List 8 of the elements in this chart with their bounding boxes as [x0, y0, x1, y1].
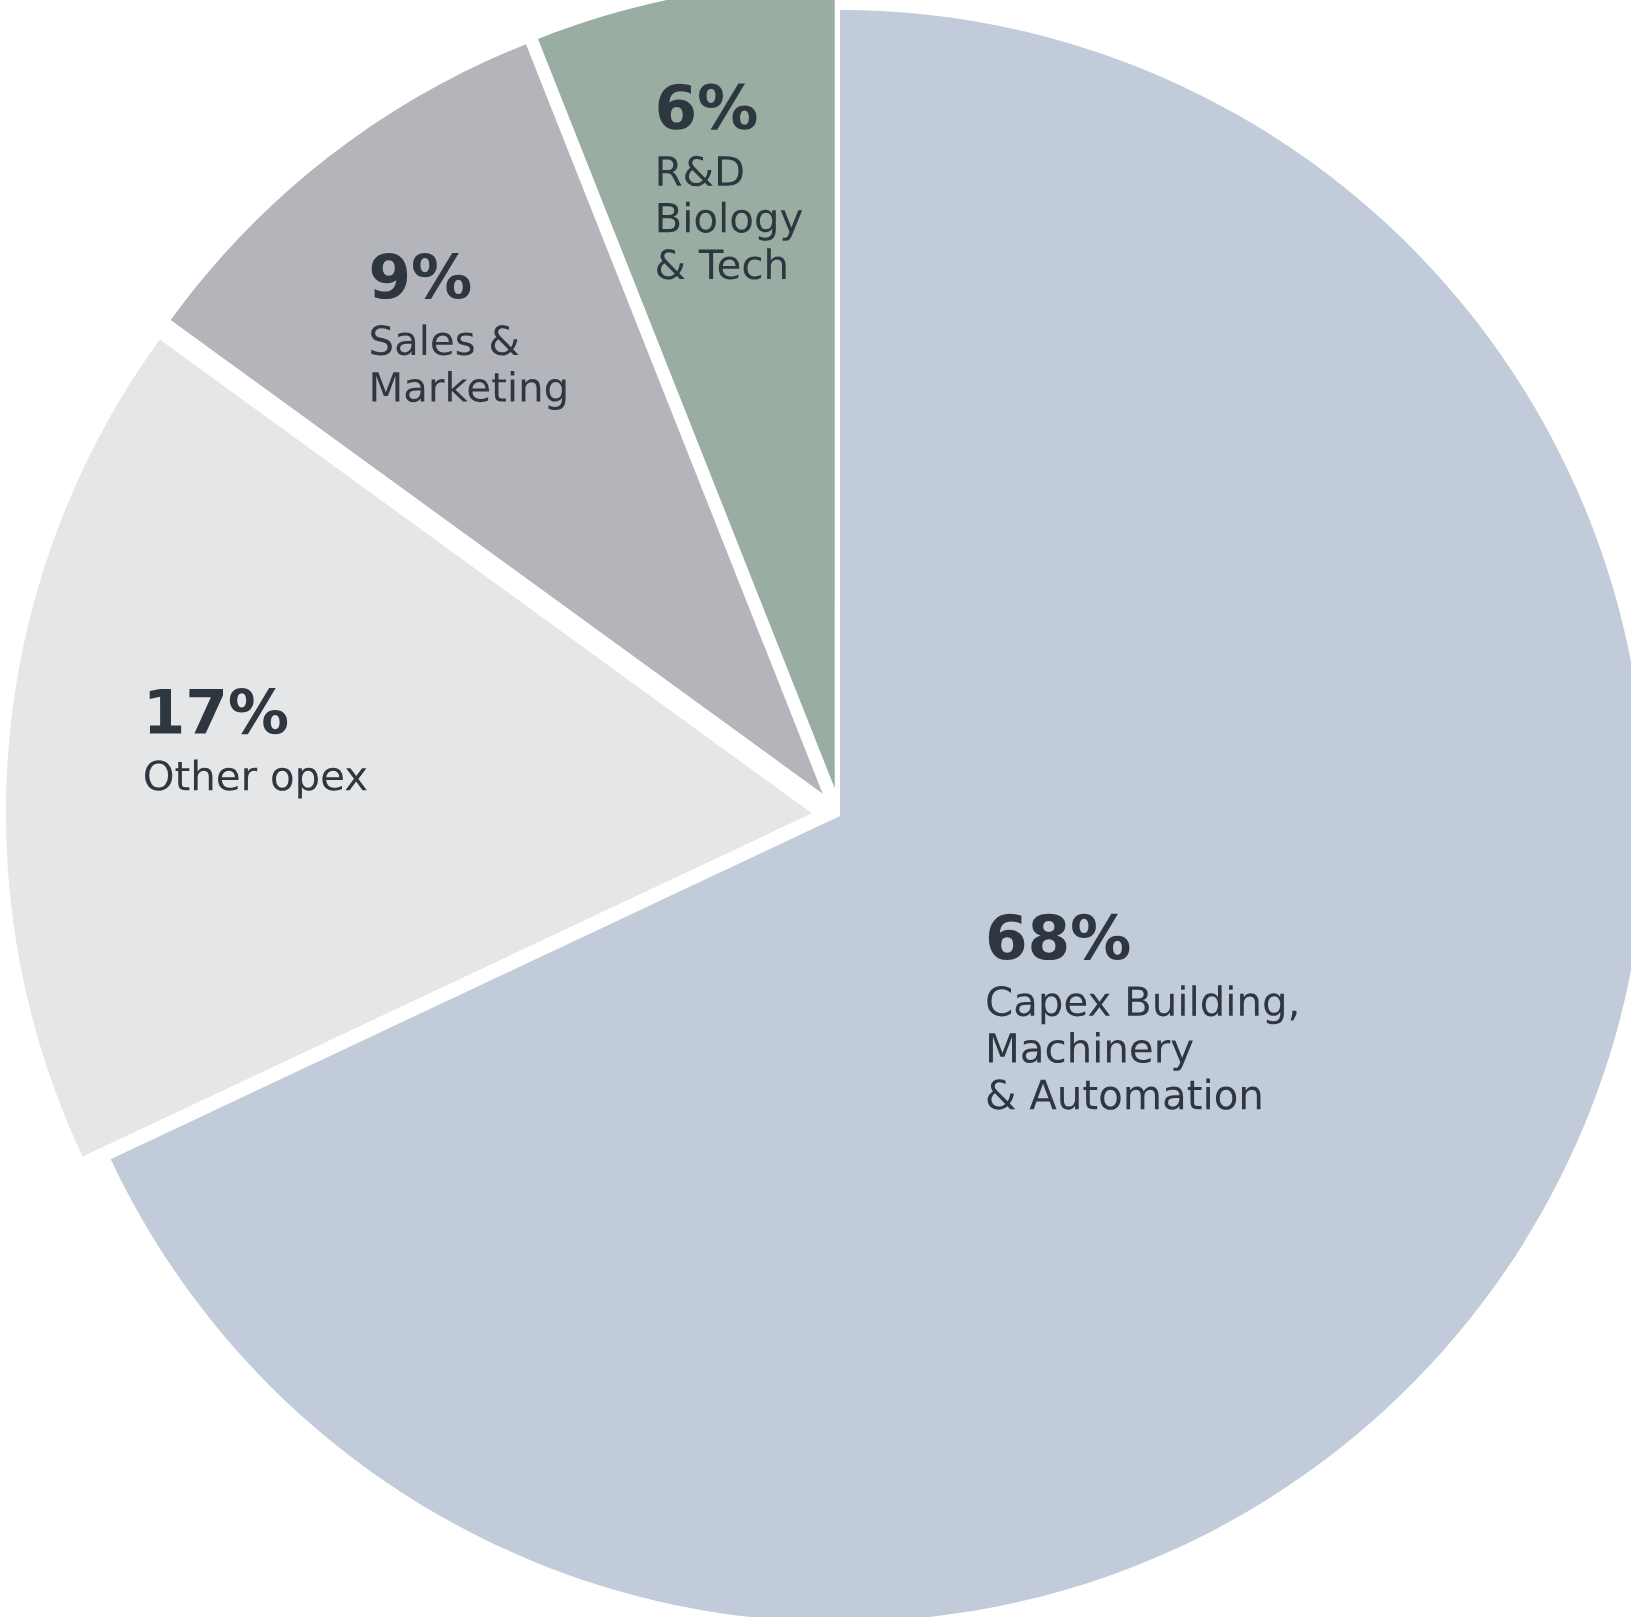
data-label: 68% — [988, 913, 1130, 961]
slice-label: Sales & Marketing — [371, 324, 566, 410]
data-label: 17% — [149, 688, 288, 735]
slice-label: R&D Biology & Tech — [657, 155, 803, 280]
data-label: 6% — [658, 83, 757, 130]
data-label: 9% — [371, 252, 471, 300]
slice-label: Other opex — [145, 759, 367, 799]
slice-label: Capex Building, Machinery & Automation — [987, 985, 1297, 1110]
